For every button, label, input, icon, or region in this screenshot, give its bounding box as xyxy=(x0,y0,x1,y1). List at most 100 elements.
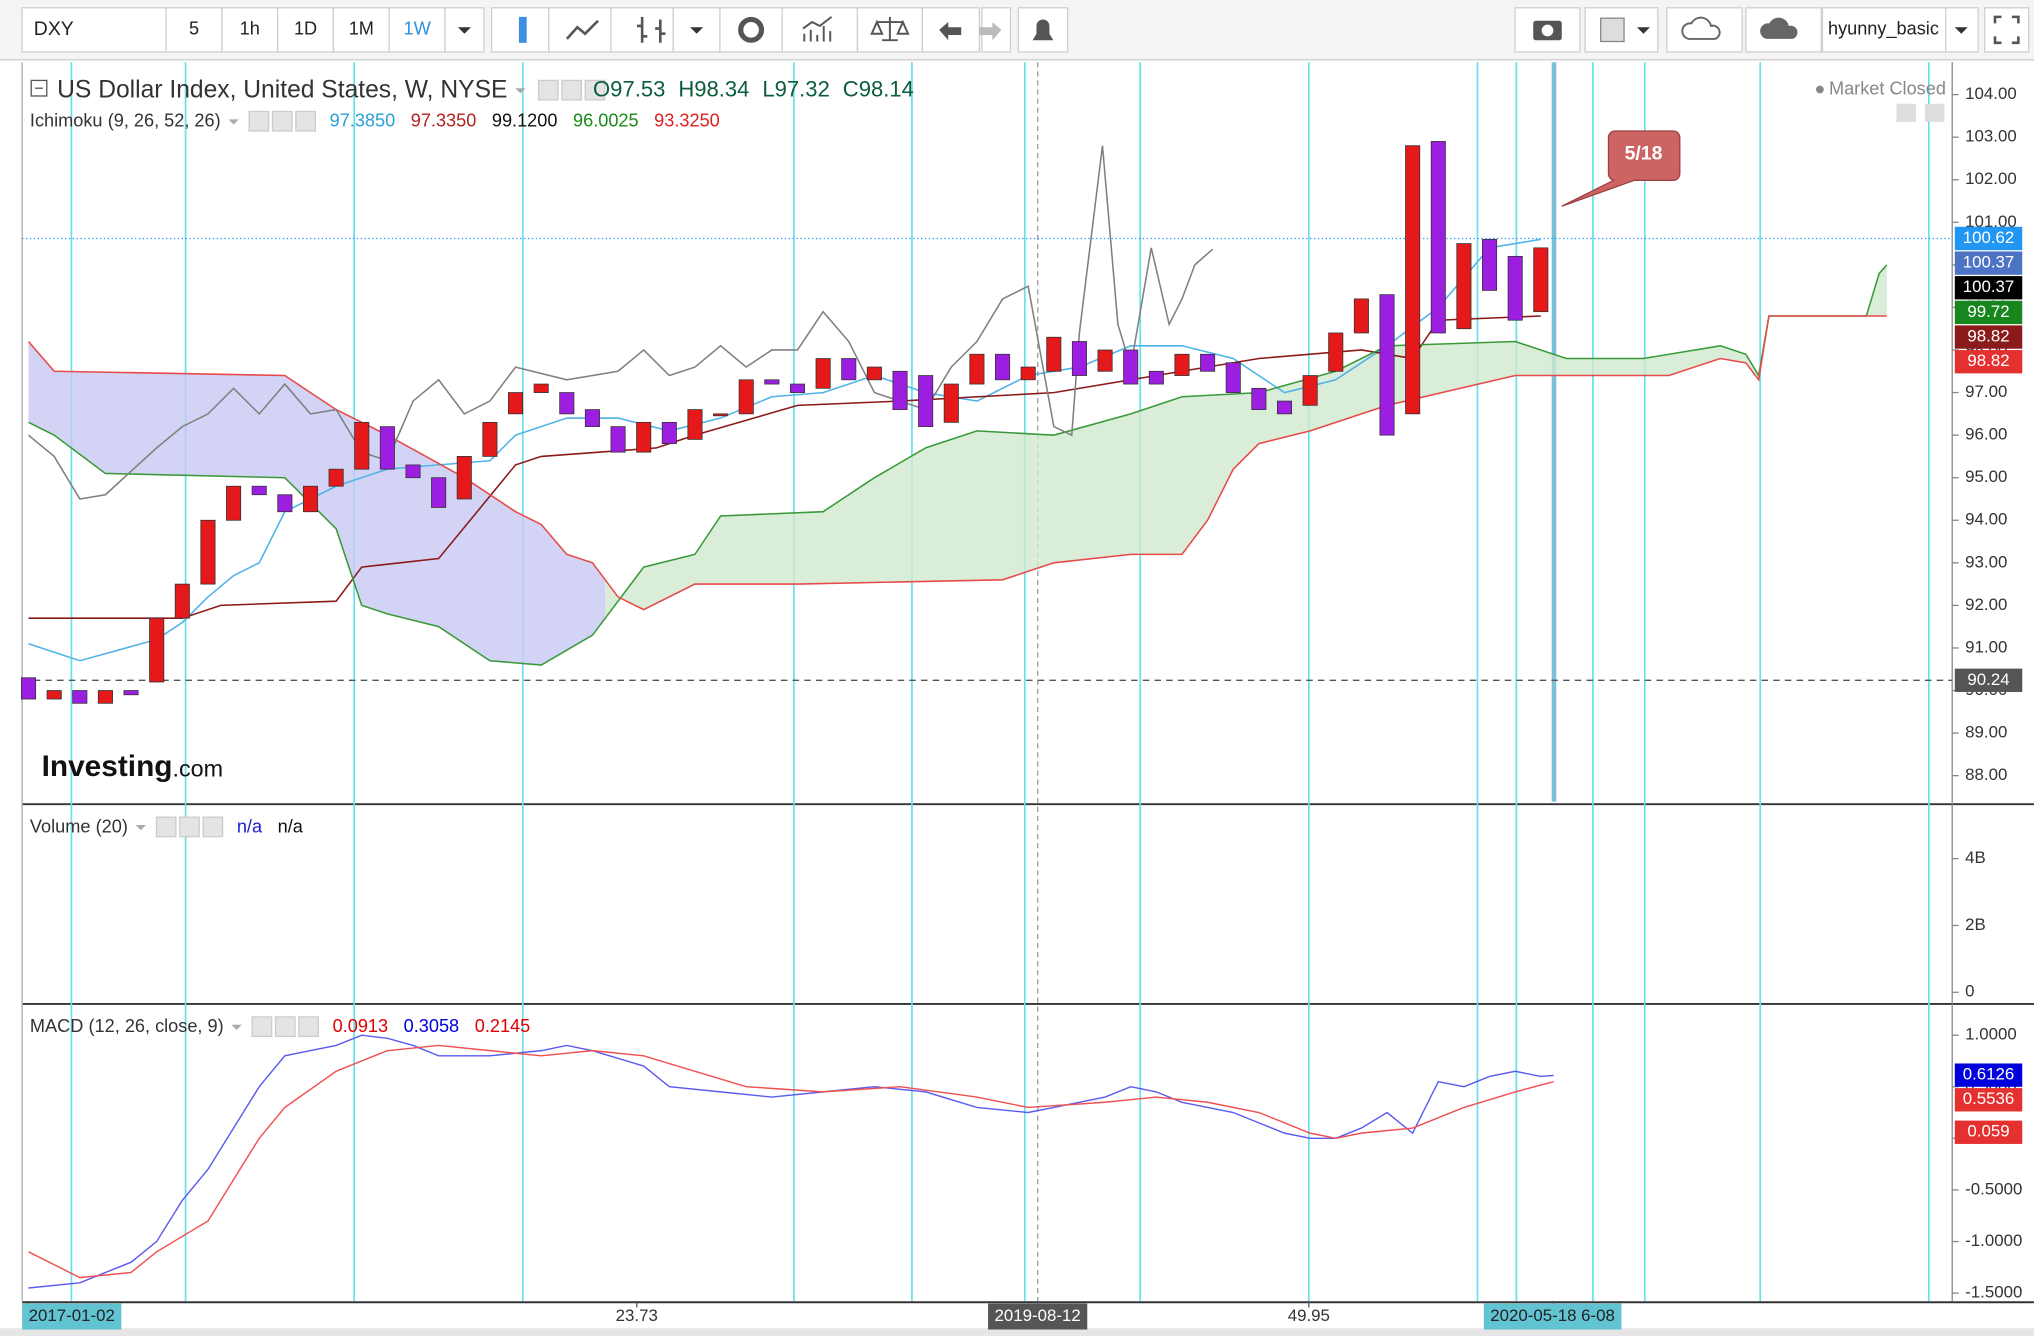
interval-button[interactable] xyxy=(388,7,446,53)
tool-button[interactable] xyxy=(1666,7,1743,53)
y-tick-label: 103.00 xyxy=(1965,127,2017,146)
candle-body xyxy=(354,421,370,470)
chart-title: US Dollar Index, United States, W, NYSE xyxy=(57,76,507,103)
legend-icon[interactable] xyxy=(179,816,200,838)
candle-body xyxy=(1456,243,1472,330)
cloud-up-icon xyxy=(1760,17,1798,39)
y-tick-label: 94.00 xyxy=(1965,510,2007,529)
indicator-value: 97.3850 xyxy=(330,111,396,131)
ichimoku-line xyxy=(27,145,1214,500)
legend-icon[interactable] xyxy=(537,79,559,101)
y-tick-label: 95.00 xyxy=(1965,467,2007,486)
legend-icon[interactable] xyxy=(584,79,606,101)
candle-body xyxy=(841,358,857,381)
legend-icon[interactable] xyxy=(271,110,293,132)
price-badge-label: 98.82 xyxy=(1967,327,2009,346)
price-badge-label: 0.5536 xyxy=(1963,1089,2015,1108)
candle-body xyxy=(482,421,498,457)
y-tick-label: 96.00 xyxy=(1965,425,2007,444)
candle-body xyxy=(969,353,985,385)
interval-button[interactable] xyxy=(332,7,390,53)
interval-label: 1M xyxy=(349,19,374,39)
candle-body xyxy=(251,485,267,496)
x-tick-box xyxy=(22,1303,122,1330)
candle-body xyxy=(1507,255,1523,321)
price-badge xyxy=(1954,226,2023,251)
candle-body xyxy=(866,366,882,381)
undo-icon xyxy=(939,22,962,41)
indicator-params: (9, 26, 52, 26) xyxy=(108,111,221,131)
candle-body xyxy=(1353,298,1369,334)
candle-icon xyxy=(518,16,527,43)
interval-label: 1D xyxy=(294,19,317,39)
pane-params: (12, 26, close, 9) xyxy=(89,1016,224,1036)
user-button[interactable] xyxy=(1821,7,1947,53)
candle-body xyxy=(764,379,780,385)
y-tick-label: 93.00 xyxy=(1965,552,2007,571)
legend-icon[interactable] xyxy=(295,110,316,132)
tool-button[interactable] xyxy=(1017,7,1069,53)
legend-arrow xyxy=(231,1024,242,1030)
indicator-value: 96.0025 xyxy=(573,111,639,131)
callout-label: 5/18 xyxy=(1625,142,1663,164)
y-tick-label: 2B xyxy=(1965,915,1986,934)
alert-icon xyxy=(1032,19,1054,41)
candle-body xyxy=(21,677,37,700)
interval-dropdown[interactable] xyxy=(444,7,485,53)
fullscreen-button[interactable] xyxy=(1983,7,2030,53)
candle-body xyxy=(277,494,293,513)
price-badge xyxy=(1954,300,2023,325)
legend-icon[interactable] xyxy=(155,816,177,838)
legend-icon[interactable] xyxy=(274,1016,296,1038)
candle-body xyxy=(636,421,652,453)
candle-body xyxy=(661,421,677,445)
price-badge-label: 99.72 xyxy=(1967,302,2009,321)
fullscreen-icon xyxy=(1993,15,2020,45)
color-square xyxy=(1600,17,1625,43)
logo-suffix: .com xyxy=(173,756,224,782)
symbol-box[interactable] xyxy=(21,7,167,53)
legend-icon[interactable] xyxy=(202,816,224,838)
candle-body xyxy=(379,426,395,470)
candle-body xyxy=(892,370,908,410)
candle-body xyxy=(1123,349,1139,385)
legend-icon[interactable] xyxy=(251,1016,273,1038)
indicator-value: 93.3250 xyxy=(654,111,720,131)
legend-icon[interactable] xyxy=(248,110,270,132)
candle-body xyxy=(1071,341,1087,376)
pane-button[interactable] xyxy=(1896,103,1916,122)
macd-line xyxy=(28,1044,1554,1279)
ohlc-value: L97.32 xyxy=(762,77,829,102)
candle-body xyxy=(610,426,626,453)
pane-legend-value: n/a xyxy=(278,816,304,836)
candle-body xyxy=(226,485,242,521)
pane-legend-value: 0.2145 xyxy=(475,1016,531,1036)
price-badge-label: 98.82 xyxy=(1967,351,2009,370)
x-tick-box xyxy=(988,1303,1088,1330)
candle-body xyxy=(995,353,1011,381)
legend-icon[interactable] xyxy=(561,79,583,101)
price-badge-label: 100.62 xyxy=(1963,228,2015,247)
indicator-value: 97.3350 xyxy=(411,111,477,131)
tool-button[interactable] xyxy=(719,7,783,53)
pane-button[interactable] xyxy=(1924,103,1945,122)
candle-body xyxy=(687,409,703,440)
candle-body xyxy=(46,690,62,700)
price-badge xyxy=(1954,276,2023,300)
legend-arrow xyxy=(228,119,239,125)
candle-body xyxy=(508,392,524,415)
ichimoku-line xyxy=(28,264,1888,666)
ohlc-value: O97.53 xyxy=(593,77,665,102)
interval-button[interactable] xyxy=(165,7,223,53)
legend-icon[interactable] xyxy=(298,1016,319,1038)
tool-button[interactable] xyxy=(781,7,859,53)
candle-body xyxy=(943,383,959,423)
interval-button[interactable] xyxy=(277,7,335,53)
dropdown-arrow xyxy=(457,27,471,34)
candle-body xyxy=(789,383,806,393)
x-tick-label: 2020-05-18 6-08 xyxy=(1490,1306,1615,1325)
indicator-value: 99.1200 xyxy=(492,111,558,131)
pane-title: Volume xyxy=(30,816,91,836)
pane-legend-value: n/a xyxy=(237,816,263,836)
